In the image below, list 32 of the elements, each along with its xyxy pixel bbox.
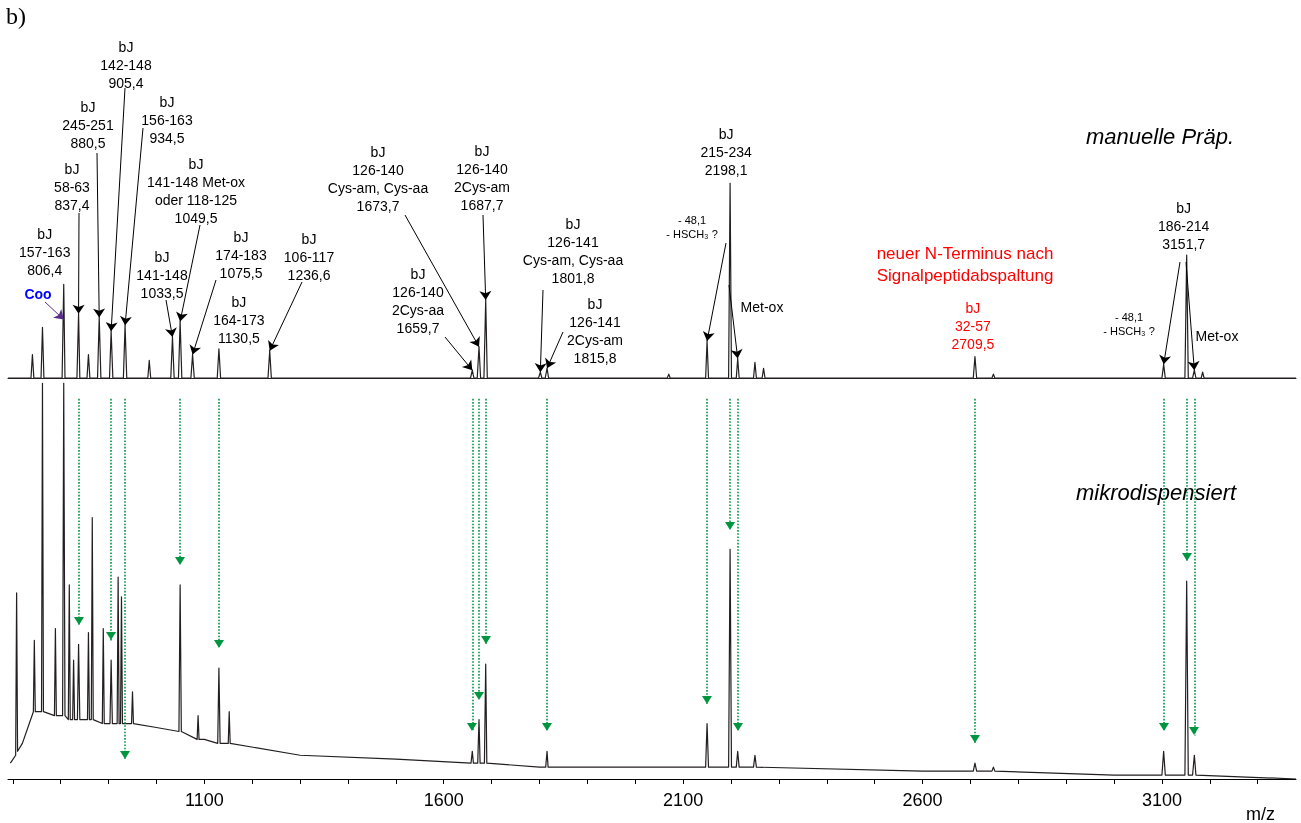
annotation: Coo	[24, 286, 52, 302]
x-tick-label: 3100	[1141, 790, 1182, 810]
annotation: bJ 126-140 2Cys-aa 1659,7	[391, 266, 445, 336]
annotation: Met-ox	[740, 299, 784, 315]
annotation: bJ 142-148 905,4	[100, 39, 152, 91]
x-tick-label: 2600	[902, 790, 943, 810]
annotation: neuer N-Terminus nach Signalpeptidabspaltung	[876, 243, 1054, 285]
annotation: bJ 141-148 1033,5	[136, 249, 188, 301]
annotation: bJ 164-173 1130,5	[213, 293, 265, 346]
text: mikrodispensiert	[1075, 479, 1237, 505]
annotation: bJ 106-117 1236,6	[283, 231, 335, 283]
x-axis-title: m/z	[1246, 804, 1275, 823]
x-tick-label: 2100	[663, 790, 704, 810]
annotation: - 48,1 - HSCH₃ ?	[1103, 311, 1155, 337]
annotation: bJ 174-183 1075,5	[215, 229, 267, 281]
chart-title: b)	[6, 3, 26, 29]
annotation: bJ 245-251 880,5	[62, 99, 114, 151]
annotation: bJ 126-140 Cys-am, Cys-aa 1673,7	[327, 144, 429, 214]
x-tick-label: 1100	[184, 790, 224, 810]
annotation: bJ 126-141 2Cys-am 1815,8	[566, 296, 624, 366]
annotation: bJ 157-163 806,4	[19, 226, 71, 279]
annotation: bJ 126-140 2Cys-am 1687,7	[453, 143, 511, 213]
annotation: bJ 215-234 2198,1	[700, 126, 752, 178]
annotation: Met-ox	[1195, 328, 1239, 344]
annotation: - 48,1 - HSCH₃ ?	[666, 214, 718, 240]
annotation: bJ 156-163 934,5	[141, 94, 193, 146]
annotation: bJ 186-214 3151,7	[1157, 200, 1210, 253]
annotation: bJ 126-141 Cys-am, Cys-aa 1801,8	[522, 216, 624, 286]
x-tick-label: 1600	[423, 790, 464, 810]
text: manuelle Präp.	[1086, 123, 1234, 149]
annotation: bJ 32-57 2709,5	[951, 299, 995, 352]
annotation: bJ 58-63 837,4	[54, 161, 91, 213]
